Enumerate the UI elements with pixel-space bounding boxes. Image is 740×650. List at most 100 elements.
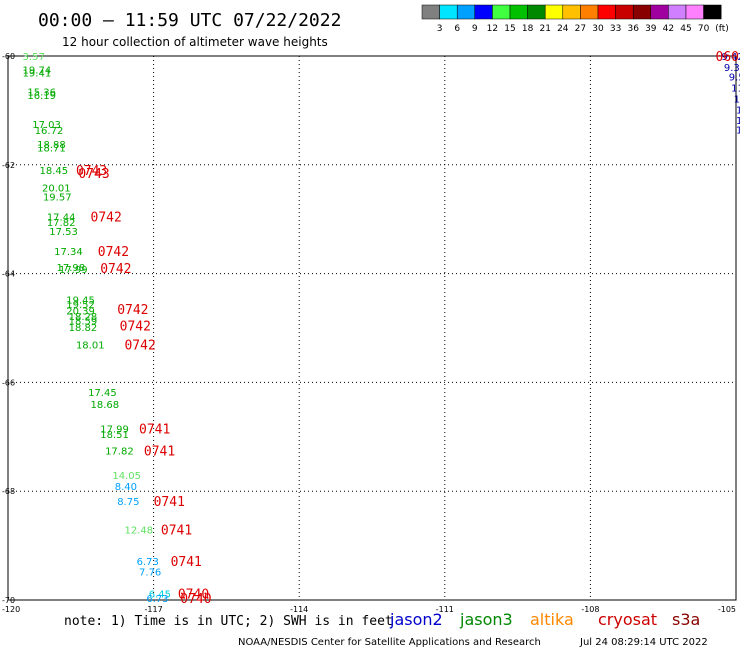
color-swatch — [562, 4, 581, 20]
wave-height-point: 16.19 — [27, 91, 56, 102]
scale-label: 15 — [504, 24, 515, 34]
grid-lines — [8, 56, 736, 600]
wave-height-point: 20.01 — [42, 184, 71, 195]
wave-height-point: 18.82 — [69, 323, 98, 334]
time-label: 0740 — [178, 587, 209, 602]
scale-label: 30 — [592, 24, 604, 34]
color-swatch — [632, 4, 652, 20]
color-swatch — [580, 4, 599, 20]
legend-altika: altika — [530, 610, 574, 629]
time-label: 0740 — [180, 592, 211, 607]
color-swatch — [597, 4, 616, 20]
color-swatch — [509, 4, 528, 20]
wave-height-point: 6.73 — [146, 594, 168, 605]
wave-height-point: 19.41 — [23, 68, 52, 79]
scale-label: 24 — [557, 24, 569, 34]
wave-height-point: 7.76 — [139, 568, 161, 579]
y-tick-label: -64 — [2, 270, 15, 279]
time-label: 0742 — [100, 262, 131, 277]
timestamp-text: Jul 24 08:29:14 UTC 2022 — [579, 637, 708, 648]
y-tick-label: -70 — [2, 596, 15, 605]
x-tick-label: -117 — [145, 605, 163, 614]
wave-height-point: 6.73 — [137, 557, 159, 568]
color-swatch — [685, 4, 704, 20]
wave-height-point: 19.45 — [66, 296, 95, 307]
wave-height-point: 18.71 — [37, 143, 66, 154]
wave-height-point: 17.53 — [49, 227, 78, 238]
wave-height-point: 9.38 — [724, 63, 740, 74]
wave-height-point: 14.05 — [112, 471, 141, 482]
color-scale-legend: 3 6 9 12 15 18 21 24 27 30 33 36 39 42 45 70 (ft) — [421, 4, 729, 34]
legend-jason2: jason2 — [389, 610, 443, 629]
y-tick-label: -60 — [2, 52, 15, 61]
wave-height-point: 18.01 — [76, 340, 105, 351]
chart-title: 00:00 – 11:59 UTC 07/22/2022 — [38, 10, 341, 31]
wave-height-point: 6.45 — [149, 589, 171, 600]
color-swatch — [492, 4, 511, 20]
scale-label: 27 — [575, 24, 586, 34]
scale-label: 6 — [454, 24, 460, 34]
chart-subtitle: 12 hour collection of altimeter wave hei… — [62, 35, 328, 49]
wave-height-point: 17.45 — [88, 388, 117, 399]
time-label: 060 — [716, 50, 739, 65]
time-label: 0742 — [98, 245, 129, 260]
y-tick-label: -62 — [2, 161, 15, 170]
wave-height-point: 17.44 — [47, 212, 76, 223]
wave-height-point: 17.03 — [32, 120, 61, 131]
scale-label: 12 — [487, 24, 498, 34]
plot-area: -120 -117 -114 -111 -108 -105 -60 -62 -64 -66 -68… — [2, 50, 740, 614]
data-points: 3.5719.7419.4115.3616.1917.0316.7218.881… — [23, 52, 740, 605]
wave-height-point: 17.82 — [105, 446, 134, 457]
wave-height-point: 17.82 — [47, 218, 76, 229]
wave-height-point: 16.72 — [35, 126, 64, 137]
scale-label: 70 — [698, 24, 710, 34]
wave-height-point: 19.52 — [66, 300, 95, 311]
wave-height-point: 10.1 — [736, 105, 740, 116]
wave-height-point: 1 — [736, 125, 740, 136]
time-label: 0742 — [120, 319, 151, 334]
time-label: 0741 — [139, 423, 170, 438]
wave-height-point: 11. — [736, 116, 740, 127]
color-swatch — [615, 4, 634, 20]
time-label: 0743 — [76, 164, 107, 179]
wave-height-point: 8.40 — [115, 482, 137, 493]
x-tick-label: -114 — [290, 605, 308, 614]
time-label: 0742 — [117, 303, 148, 318]
wave-height-point: 17.34 — [54, 247, 83, 258]
x-axis-ticks: -120 -117 -114 -111 -108 -105 — [2, 605, 736, 614]
time-label: 0742 — [91, 210, 122, 225]
time-label: 0741 — [171, 555, 202, 570]
wave-height-point: 18.51 — [100, 430, 129, 441]
wave-height-point: 3.57 — [23, 52, 45, 63]
scale-unit: (ft) — [715, 24, 729, 34]
legend-cryosat: cryosat — [598, 610, 657, 629]
time-label: 0741 — [161, 523, 192, 538]
wave-height-point: 18.88 — [37, 140, 66, 151]
x-tick-label: -111 — [436, 605, 454, 614]
wave-height-point: 8.75 — [117, 497, 139, 508]
time-labels: 0743074307420742074207420742074207410741… — [76, 50, 739, 607]
scale-label: 9 — [472, 24, 478, 34]
wave-height-point: 18.68 — [91, 400, 120, 411]
scale-label: 33 — [610, 24, 621, 34]
time-label: 0741 — [144, 444, 175, 459]
color-swatch — [439, 4, 458, 20]
wave-height-point: 19.74 — [23, 66, 52, 77]
color-swatch — [544, 4, 564, 20]
wave-height-point: 18.59 — [69, 316, 98, 327]
y-axis-ticks: -60 -62 -64 -66 -68 -70 — [2, 52, 15, 605]
y-tick-label: -68 — [2, 487, 15, 496]
legend-s3a: s3a — [672, 610, 700, 629]
x-tick-label: -105 — [718, 605, 736, 614]
wave-height-point: 9.42 — [721, 52, 740, 63]
x-tick-label: -120 — [2, 605, 20, 614]
color-swatch — [474, 4, 493, 20]
color-swatch — [668, 4, 687, 20]
color-swatch — [650, 4, 669, 20]
x-tick-label: -108 — [581, 605, 599, 614]
scale-label: 3 — [437, 24, 443, 34]
satellite-legend: jason2 jason3 altika cryosat s3a — [389, 610, 700, 629]
wave-height-point: 15.36 — [27, 87, 56, 98]
scale-label: 18 — [522, 24, 534, 34]
wave-height-point: 18.28 — [69, 312, 98, 323]
